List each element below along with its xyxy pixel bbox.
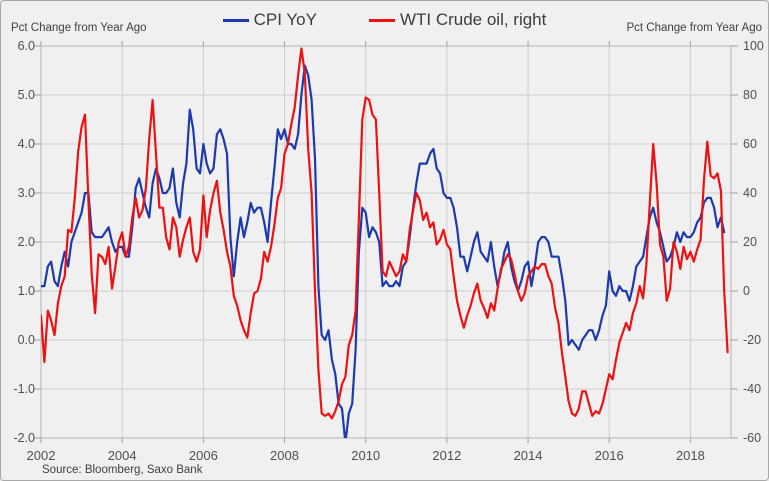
x-axis-tick-label: 2004 (107, 448, 137, 463)
right-axis-tick-label: -40 (743, 382, 762, 396)
x-axis-tick-label: 2008 (270, 448, 299, 463)
left-axis-caption: Pct Change from Year Ago (11, 22, 147, 34)
right-axis-tick-label: -60 (743, 431, 762, 445)
right-axis-caption: Pct Change from Year Ago (626, 22, 762, 34)
x-axis-tick-label: 2006 (188, 448, 218, 463)
series-line-wti-crude-oil-right (41, 47, 729, 420)
right-axis-tick-label: 0 (743, 284, 750, 298)
series-line-cpi-yoy (41, 64, 726, 438)
left-axis-tick-label: 1.0 (17, 284, 35, 298)
right-axis-tick-label: 60 (743, 137, 757, 151)
x-axis-tick-label: 2012 (432, 448, 462, 463)
x-axis-tick-label: 2018 (675, 448, 705, 463)
legend-item-wti[interactable]: WTI Crude oil, right (368, 10, 547, 30)
right-axis-tick-label: 100 (743, 39, 764, 53)
source-note: Source: Bloomberg, Saxo Bank (42, 464, 203, 476)
left-axis-tick-label: 0.0 (17, 333, 35, 347)
x-axis-tick-label: 2010 (351, 448, 381, 463)
left-axis-tick-label: 4.0 (17, 137, 35, 151)
left-axis-tick-label: -1.0 (13, 382, 35, 396)
left-axis-tick-label: 3.0 (17, 186, 35, 200)
right-axis-tick-label: 80 (743, 88, 757, 102)
right-axis-tick-label: 20 (743, 235, 757, 249)
x-axis-tick-label: 2016 (594, 448, 624, 463)
x-axis-tick-label: 2014 (513, 448, 543, 463)
legend-item-cpi[interactable]: CPI YoY (222, 10, 317, 30)
right-axis-tick-label: 40 (743, 186, 757, 200)
legend-label-wti: WTI Crude oil, right (399, 10, 547, 29)
chart-legend: CPI YoY WTI Crude oil, right (1, 10, 768, 30)
left-axis-tick-label: 2.0 (17, 235, 35, 249)
legend-label-cpi: CPI YoY (253, 10, 317, 29)
left-axis-tick-label: 6.0 (17, 39, 35, 53)
wti-line-swatch-icon (368, 18, 395, 22)
x-axis-tick-label: 2002 (26, 448, 56, 463)
left-axis-tick-label: 5.0 (17, 88, 35, 102)
cpi-line-swatch-icon (222, 18, 249, 22)
left-axis-tick-label: -2.0 (13, 431, 35, 445)
right-axis-tick-label: -20 (743, 333, 762, 347)
plot-border (40, 45, 732, 439)
